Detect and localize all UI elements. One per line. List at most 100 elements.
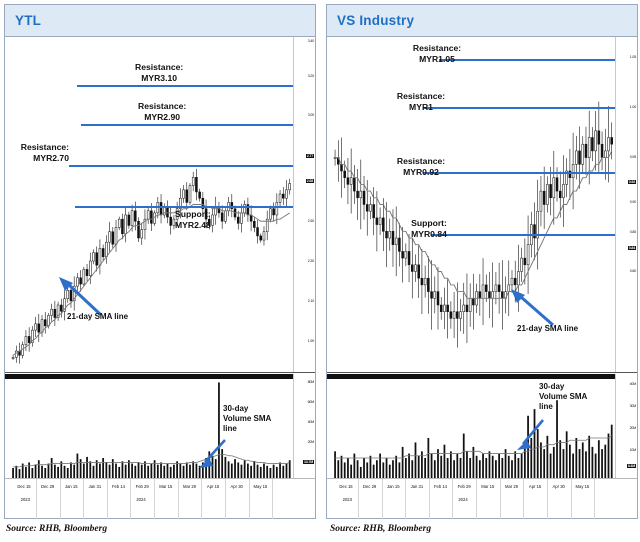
volume-plot-ytl: 80M 60M 40M 20M 13.7M 30-day Volume SMA … (5, 374, 315, 478)
ytick: 80M (307, 380, 315, 384)
ytick: 3.00 (307, 113, 314, 117)
date-separator (59, 479, 61, 519)
price-plot-vs-industry: 1.05 1.00 0.95 0.92 0.90 0.85 0.84 0.80 … (327, 37, 637, 373)
date-separator (428, 479, 430, 519)
volume-bars-ytl (12, 382, 291, 478)
date-separator (201, 479, 203, 519)
annotation-kind: Resistance: (396, 156, 446, 166)
support-line-084 (431, 234, 615, 236)
date-tick-row: Dec 15 Dec 29 Jan 15 Jan 31 Feb 14 Feb 29 Mar … (5, 479, 315, 519)
ytick: 40M (307, 420, 315, 424)
annotation-value: MYR1 (409, 102, 433, 112)
annotation-resistance-100: Resistance: MYR1 (371, 91, 471, 113)
sma-arrow-vs-industry (511, 289, 554, 327)
resistance-line-290 (81, 124, 293, 126)
annotation-value: MYR0.92 (403, 167, 439, 177)
source-note-right: Source: RHB, Bloomberg (330, 524, 432, 534)
date-tick: Mar 29 (182, 484, 197, 489)
date-tick: Apr 15 (528, 484, 542, 489)
annotation-kind: Resistance: (396, 91, 446, 101)
date-separator (357, 479, 359, 519)
annotation-resistance-105: Resistance: MYR1.05 (387, 43, 487, 65)
annotation-value: MYR1.05 (419, 54, 455, 64)
annotation-kind: Support: (175, 209, 211, 219)
ytick: 1.90 (307, 339, 314, 343)
date-axis-vs-industry: Dec 15 Dec 29 Jan 15 Jan 31 Feb 14 Feb 29 Mar … (327, 478, 637, 519)
date-tick: Apr 15 (206, 484, 220, 489)
ytick: 0.80 (629, 269, 636, 273)
source-note-left: Source: RHB, Bloomberg (6, 524, 108, 534)
sma-volume-label-vs-industry: 30-day Volume SMA line (539, 382, 588, 411)
ytick: 60M (307, 400, 315, 404)
annotation-support-084: Support: MYR0.84 (379, 218, 479, 240)
date-tick: May 15 (575, 484, 590, 489)
ytick-highlight: 2.77 (305, 154, 314, 158)
annotation-kind: Resistance: (20, 142, 69, 152)
date-separator (154, 479, 155, 519)
panel-title-vs-industry: VS Industry (337, 13, 415, 28)
date-tick: Jan 31 (410, 484, 424, 489)
date-separator (452, 479, 454, 519)
resistance-line-270 (69, 165, 293, 167)
date-tick: Mar 15 (159, 484, 173, 489)
sma-price-label-vs-industry: 21-day SMA line (517, 324, 579, 333)
date-separator (546, 479, 548, 519)
annotation-resistance-092: Resistance: MYR0.92 (371, 156, 471, 178)
chart-body-ytl: 3.40 3.20 3.00 2.77 2.68 2.50 2.30 2.10 … (5, 37, 315, 519)
year-tick: 2024 (136, 497, 146, 502)
chart-panel-ytl: YTL 3.40 3.20 3.00 2.77 2.68 2.50 2.30 2… (4, 4, 316, 519)
date-separator (381, 479, 383, 519)
year-tick: 2023 (20, 497, 30, 502)
annotation-kind: Resistance: (135, 62, 184, 72)
date-separator (405, 479, 407, 519)
panel-header-ytl: YTL (5, 5, 315, 37)
date-tick: Jan 15 (65, 484, 78, 489)
chart-panel-vs-industry: VS Industry 1.05 1.00 0.95 0.92 0.90 0.8… (326, 4, 638, 519)
date-separator (476, 479, 477, 519)
ytick-highlight: 0.84 (627, 246, 636, 250)
ytick: 1.00 (629, 105, 636, 109)
ytick: 40M (629, 382, 637, 386)
ytick: 30M (629, 404, 637, 408)
resistance-line-100 (423, 107, 615, 109)
date-separator (83, 479, 85, 519)
date-separator (570, 479, 572, 519)
ytick: 20M (307, 440, 315, 444)
resistance-line-092 (423, 172, 615, 174)
price-yaxis-vs-industry: 1.05 1.00 0.95 0.92 0.90 0.85 0.84 0.80 (615, 37, 637, 372)
volume-top-strip (5, 374, 315, 379)
annotation-support-248: Support: MYR2.48 (175, 209, 211, 231)
date-separator (272, 479, 274, 519)
price-yaxis-ytl: 3.40 3.20 3.00 2.77 2.68 2.50 2.30 2.10 … (293, 37, 315, 372)
resistance-line-310 (77, 85, 293, 87)
price-plot-ytl: 3.40 3.20 3.00 2.77 2.68 2.50 2.30 2.10 … (5, 37, 315, 373)
volume-plot-vs-industry: 40M 30M 20M 10M 8.4M 30-day Volume SMA l… (327, 374, 637, 478)
date-tick: Dec 15 (17, 484, 31, 489)
date-tick: Feb 14 (433, 484, 448, 489)
volume-top-strip (327, 374, 637, 379)
volume-bars-vs-industry (334, 400, 613, 478)
annotation-resistance-270: Resistance: MYR2.70 (5, 142, 69, 164)
date-tick: Feb 29 (135, 484, 149, 489)
date-tick: Jan 15 (387, 484, 400, 489)
annotation-value: MYR2.70 (33, 153, 69, 163)
date-tick: Feb 14 (111, 484, 126, 489)
price-candles-vs-industry (333, 101, 613, 348)
panel-title-ytl: YTL (15, 13, 42, 28)
date-separator (499, 479, 501, 519)
date-separator (35, 479, 37, 519)
ytick-highlight: 8.4M (626, 464, 636, 468)
date-separator (523, 479, 525, 519)
date-tick: Apr 30 (552, 484, 565, 489)
ytick: 20M (629, 426, 637, 430)
date-tick: Dec 29 (362, 484, 377, 489)
date-tick: Jan 31 (88, 484, 102, 489)
ytick: 2.30 (307, 259, 314, 263)
annotation-kind: Resistance: (412, 43, 462, 53)
ytick-highlight: 0.92 (627, 180, 636, 184)
ytick: 2.10 (307, 299, 314, 303)
ytick: 1.05 (629, 55, 636, 59)
year-tick: 2023 (342, 497, 352, 502)
panel-header-vs-industry: VS Industry (327, 5, 637, 37)
